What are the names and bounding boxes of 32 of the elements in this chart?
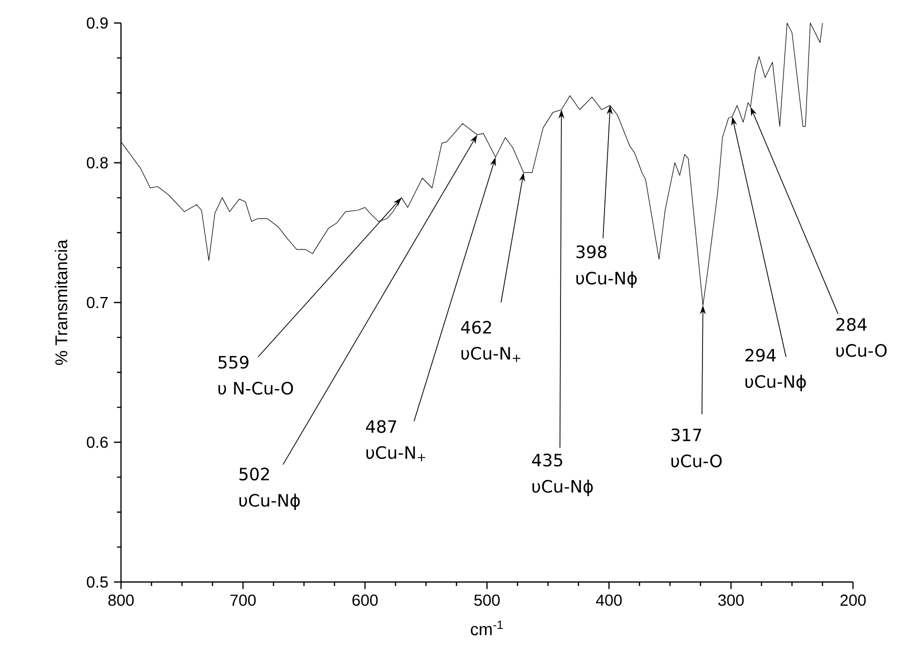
annotation: 559 [218, 356, 248, 369]
x-tick-label: 800 [108, 594, 134, 606]
annotation: 398 [576, 245, 606, 258]
y-tick-label: 0.5 [86, 576, 108, 588]
annotation: 462 [461, 320, 491, 334]
x-tick-label: 600 [352, 594, 378, 606]
x-tick-label: 700 [230, 594, 256, 606]
x-tick-label: 400 [596, 594, 622, 606]
annotation: υCu-N$_{+}$ [366, 446, 426, 462]
y-tick-label: 0.8 [86, 157, 108, 168]
y-tick-label: 0.7 [86, 296, 108, 308]
x-tick-label: 500 [474, 594, 500, 606]
annotation: υ N-Cu-O [218, 382, 293, 395]
annotation: υCu-N$_{+}$ [461, 346, 520, 362]
x-tick-label: 200 [840, 594, 866, 606]
x-axis-title: cm$^{-1}$ [470, 620, 503, 636]
annotation: 435 [532, 454, 562, 466]
y-axis-title: % Transmitancia [54, 240, 68, 365]
annotation: 502 [240, 468, 269, 480]
annotation: 487 [366, 420, 396, 433]
annotation: υCu-O [671, 454, 722, 468]
annotation: υCu-Nϕ [745, 374, 806, 392]
y-tick-label: 0.6 [86, 436, 108, 448]
x-tick-label: 300 [718, 594, 744, 606]
annotation: υCu-Nϕ [239, 494, 300, 510]
annotation: υCu-Nϕ [532, 480, 593, 496]
annotation: 284 [836, 318, 867, 331]
y-tick-label: 0.9 [86, 17, 108, 29]
annotation: υCu-Nϕ [576, 271, 637, 288]
annotation: υCu-O [836, 344, 887, 357]
annotation: 294 [745, 348, 776, 362]
annotation: 317 [671, 428, 702, 442]
